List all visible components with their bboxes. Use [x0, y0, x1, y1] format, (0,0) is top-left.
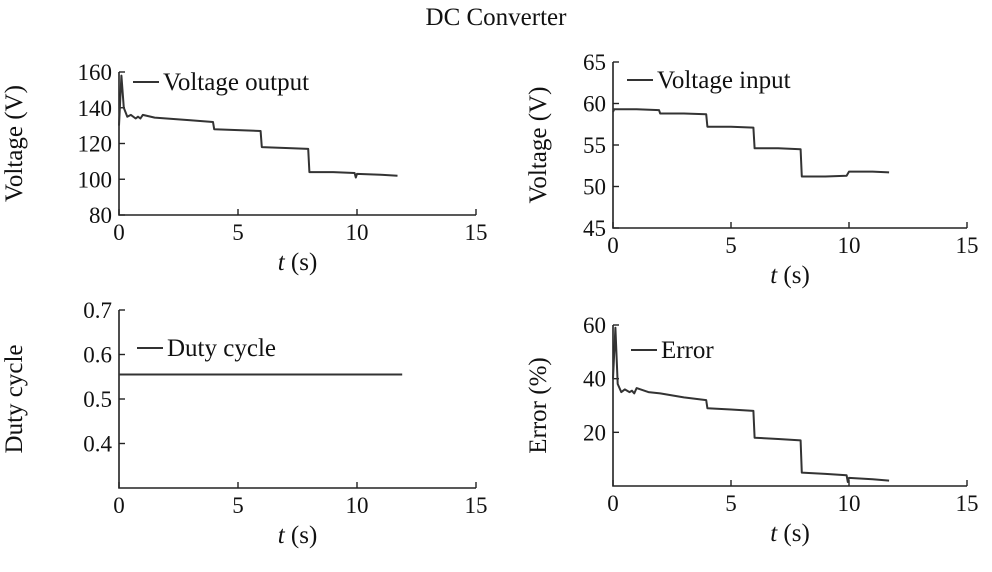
y-tick-label: 0.5 — [83, 387, 112, 412]
chart-panel-4: 0 5 10 15 20 40 60 t (s) Error (%) Error — [525, 313, 979, 547]
x-tick-label: 10 — [838, 233, 861, 258]
x-axis-label: t (s) — [770, 520, 810, 547]
y-tick-label: 50 — [583, 175, 606, 200]
x-tick-label: 5 — [232, 493, 244, 518]
x-tick-label: 0 — [113, 220, 125, 245]
x-axis-variable: t — [278, 249, 286, 276]
x-axis-variable: t — [770, 262, 778, 289]
y-tick-label: 65 — [583, 50, 606, 75]
chart-panel-2: 0 5 10 15 45 50 55 60 65 t (s) Voltage (V) Voltage … — [525, 50, 979, 289]
figure-title: DC Converter — [426, 4, 568, 31]
series-line — [118, 74, 398, 179]
y-tick-label: 20 — [583, 420, 606, 445]
y-tick-label: 160 — [78, 60, 113, 85]
series-line — [612, 326, 890, 483]
y-tick-label: 60 — [583, 313, 606, 338]
y-tick-label: 80 — [89, 203, 112, 228]
y-tick-label: 60 — [583, 92, 606, 117]
legend-label: Voltage output — [163, 69, 309, 96]
x-tick-label: 5 — [232, 220, 244, 245]
x-axis-label: t (s) — [770, 262, 810, 289]
chart-panel-1: 0 5 10 15 80 100 120 140 160 t (s) Voltage (V) Volt… — [1, 60, 488, 276]
legend-label: Error — [661, 337, 714, 364]
x-tick-label: 15 — [465, 493, 488, 518]
y-tick-label: 55 — [583, 133, 606, 158]
y-axis-label: Voltage (V) — [525, 87, 552, 204]
y-tick-label: 140 — [78, 96, 113, 121]
x-axis-variable: t — [770, 520, 778, 547]
x-axis-label: t (s) — [278, 249, 318, 276]
x-tick-label: 10 — [346, 220, 369, 245]
series-line — [612, 108, 890, 178]
chart-panel-3: 0 5 10 15 0.4 0.5 0.6 0.7 t (s) Duty cycle Duty cy… — [1, 298, 488, 549]
y-tick-label: 120 — [78, 132, 113, 157]
y-tick-label: 100 — [78, 167, 113, 192]
y-axis-label: Error (%) — [525, 357, 552, 453]
x-tick-label: 0 — [607, 491, 619, 516]
x-tick-label: 0 — [607, 233, 619, 258]
x-axis-unit: (s) — [777, 262, 810, 289]
y-tick-label: 0.6 — [83, 343, 112, 368]
x-axis-variable: t — [278, 522, 286, 549]
y-tick-label: 0.4 — [83, 432, 112, 457]
x-axis-unit: (s) — [285, 522, 318, 549]
y-tick-label: 45 — [583, 216, 606, 241]
y-axis-label: Voltage (V) — [1, 85, 28, 202]
y-tick-label: 40 — [583, 367, 606, 392]
x-axis-unit: (s) — [285, 249, 318, 276]
legend-label: Duty cycle — [167, 335, 276, 362]
x-tick-label: 10 — [838, 491, 861, 516]
y-axis-label: Duty cycle — [1, 345, 28, 454]
x-axis-unit: (s) — [777, 520, 810, 547]
x-tick-label: 15 — [465, 220, 488, 245]
x-tick-label: 15 — [956, 491, 979, 516]
legend-label: Voltage input — [657, 67, 791, 94]
x-tick-label: 5 — [725, 491, 737, 516]
x-tick-label: 5 — [725, 233, 737, 258]
y-tick-label: 0.7 — [83, 298, 112, 323]
x-tick-label: 0 — [113, 493, 125, 518]
x-tick-label: 10 — [346, 493, 369, 518]
x-tick-label: 15 — [956, 233, 979, 258]
x-axis-label: t (s) — [278, 522, 318, 549]
